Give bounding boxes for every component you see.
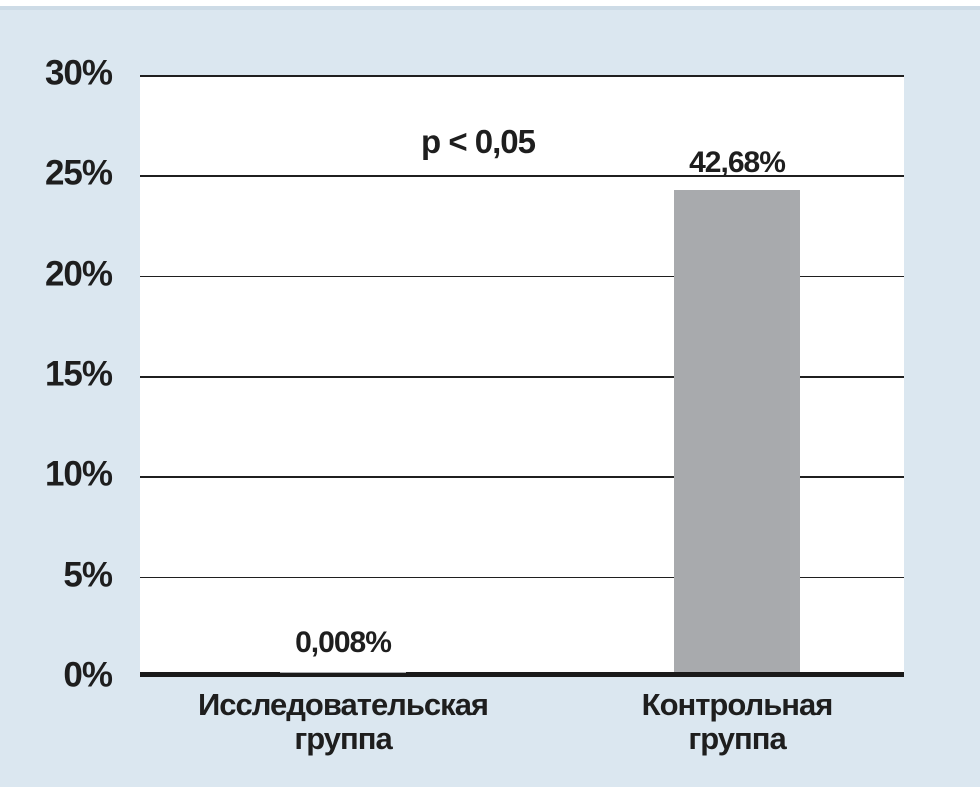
y-tick-5pct: 5% xyxy=(63,555,113,595)
y-tick-30pct: 30% xyxy=(44,53,113,93)
y-tick-15pct: 15% xyxy=(44,354,113,394)
plot-area: p < 0,05 0,008% 42,68% xyxy=(140,75,904,677)
x-category-label-line: Контрольная xyxy=(641,687,834,722)
x-category-label-research-group: Исследовательская группа xyxy=(123,688,563,756)
bar-slot-research-group: 0,008% xyxy=(280,75,406,672)
gridline-5pct xyxy=(140,576,904,579)
x-category-label-line: Исследовательская xyxy=(197,687,489,722)
x-category-label-control-group: Контрольная группа xyxy=(517,688,957,756)
top-accent-band xyxy=(0,6,980,10)
bar-slot-control-group: 42,68% xyxy=(674,75,800,672)
p-value-annotation: p < 0,05 xyxy=(421,123,536,160)
gridline-10pct xyxy=(140,476,904,478)
gridline-25pct xyxy=(140,175,904,177)
gridline-15pct xyxy=(140,376,904,378)
x-category-label-line: группа xyxy=(688,721,786,756)
gridline-30pct xyxy=(140,75,904,77)
value-label-control-group: 42,68% xyxy=(689,146,786,180)
x-category-label-line: группа xyxy=(294,721,392,756)
bottom-white-strip xyxy=(0,787,980,793)
top-white-strip xyxy=(0,0,980,6)
y-tick-20pct: 20% xyxy=(44,254,113,294)
value-label-research-group: 0,008% xyxy=(295,625,392,659)
y-tick-0pct: 0% xyxy=(63,655,113,695)
bar-control-group xyxy=(674,190,800,672)
y-tick-10pct: 10% xyxy=(44,454,113,494)
y-tick-25pct: 25% xyxy=(44,153,113,193)
gridline-20pct xyxy=(140,275,904,278)
